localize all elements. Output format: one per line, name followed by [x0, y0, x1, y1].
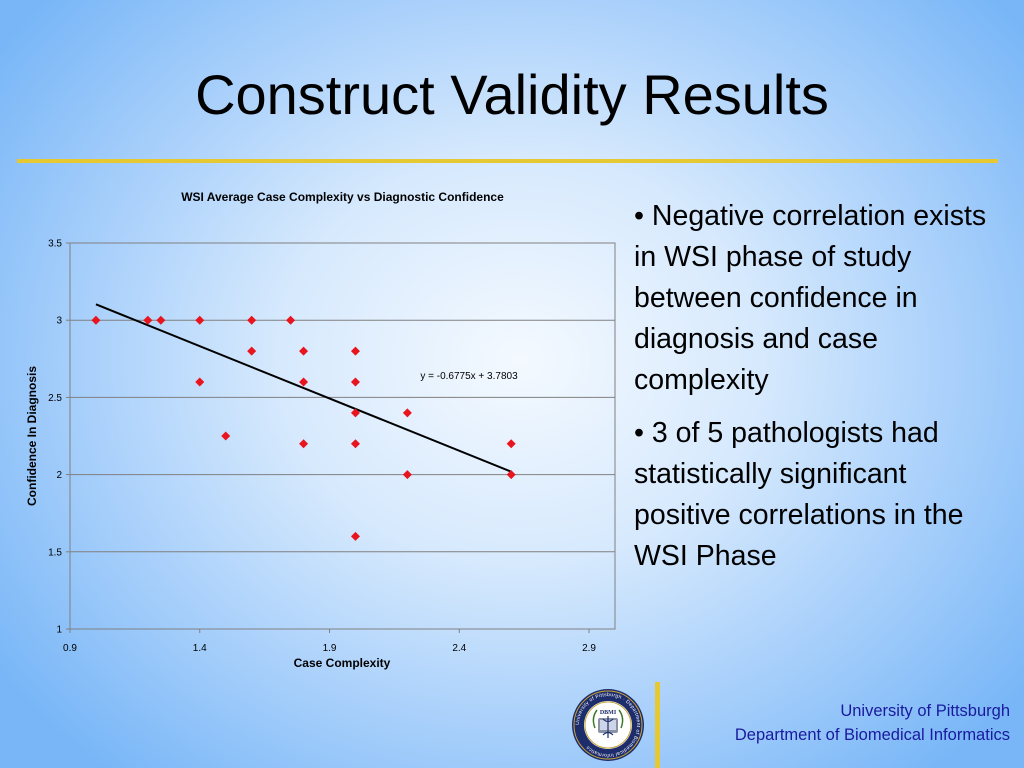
footer-divider: [655, 682, 660, 768]
bullet-pathologists: • 3 of 5 pathologists had statistically …: [634, 417, 964, 572]
y-tick-label: 1.5: [48, 547, 62, 558]
data-point: [350, 408, 360, 418]
x-tick-label: 2.9: [582, 643, 596, 654]
data-point: [350, 439, 360, 449]
university-seal-logo: University of Pittsburgh · Department of…: [572, 689, 644, 761]
x-tick-label: 1.4: [193, 643, 207, 654]
y-axis-label: Confidence In Diagnosis: [25, 366, 39, 506]
data-point: [91, 315, 101, 325]
bullet-list: • Negative correlation exists in WSI pha…: [634, 196, 1009, 589]
slide-title: Construct Validity Results: [195, 63, 829, 126]
y-tick-label: 1: [56, 625, 62, 636]
chart-title: WSI Average Case Complexity vs Diagnosti…: [181, 190, 504, 204]
y-tick-label: 2: [56, 470, 62, 481]
y-tick-label: 2.5: [48, 393, 62, 404]
data-point: [350, 377, 360, 387]
data-point: [506, 470, 516, 480]
x-tick-label: 0.9: [63, 643, 77, 654]
y-axis-ticks: 1 1.5 2 2.5 3 3.5: [48, 239, 70, 636]
data-point: [299, 346, 309, 356]
footer-university: University of Pittsburgh: [840, 702, 1010, 720]
trendline-equation: y = -0.6775x + 3.7803: [420, 371, 518, 382]
data-point: [195, 377, 205, 387]
plot-area: [69, 242, 616, 630]
footer-affiliation: University of Pittsburgh Department of B…: [670, 699, 1010, 747]
x-axis-label: Case Complexity: [294, 656, 391, 670]
data-point: [143, 315, 153, 325]
data-points: [91, 315, 516, 541]
data-point: [221, 431, 231, 441]
x-axis-ticks: 0.9 1.4 1.9 2.4 2.9: [63, 629, 596, 654]
data-point: [350, 346, 360, 356]
data-point: [299, 377, 309, 387]
trendline: [95, 303, 512, 473]
data-point: [195, 315, 205, 325]
data-point: [156, 315, 166, 325]
data-point: [350, 531, 360, 541]
data-point: [247, 315, 257, 325]
data-point: [286, 315, 296, 325]
bullet-negative-correlation: • Negative correlation exists in WSI pha…: [634, 200, 987, 396]
x-tick-label: 1.9: [323, 643, 337, 654]
trendline-group: [95, 303, 512, 473]
footer-department: Department of Biomedical Informatics: [734, 726, 1010, 744]
data-point: [402, 408, 412, 418]
data-point: [299, 439, 309, 449]
svg-text:DBMI: DBMI: [600, 710, 617, 716]
data-point: [247, 346, 257, 356]
data-point: [402, 470, 412, 480]
y-tick-label: 3.5: [48, 239, 62, 250]
title-divider: [17, 159, 998, 163]
data-point: [506, 439, 516, 449]
y-tick-label: 3: [56, 316, 62, 327]
x-tick-label: 2.4: [452, 643, 466, 654]
grid-lines: [70, 319, 615, 553]
